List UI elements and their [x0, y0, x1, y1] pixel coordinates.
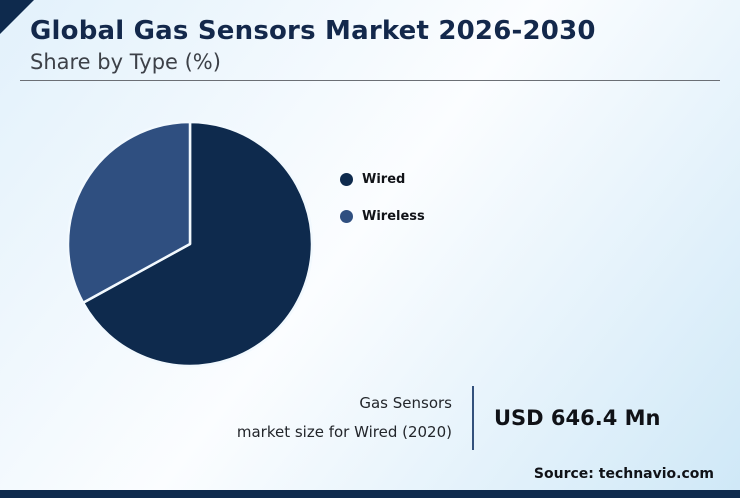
pie-slice-wireless	[66, 120, 192, 305]
legend-swatch	[340, 210, 353, 223]
stat-value: USD 646.4 Mn	[494, 406, 661, 430]
corner-accent	[0, 0, 34, 34]
legend-swatch	[340, 173, 353, 186]
pie-slice-wired	[81, 120, 314, 368]
legend-label: Wireless	[362, 209, 425, 224]
market-size-stat: Gas Sensors market size for Wired (2020)…	[130, 386, 690, 450]
source-attribution: Source: technavio.com	[533, 466, 714, 482]
header: Global Gas Sensors Market 2026-2030 Shar…	[30, 16, 720, 74]
stat-divider	[472, 386, 474, 450]
legend-item-wired: Wired	[340, 172, 425, 187]
stat-caption-line2: market size for Wired (2020)	[236, 423, 452, 441]
pie-chart	[58, 112, 322, 376]
pie-chart-svg	[66, 120, 314, 368]
page-subtitle: Share by Type (%)	[30, 50, 221, 74]
chart-legend: Wired Wireless	[340, 172, 425, 246]
header-divider	[20, 80, 720, 81]
legend-item-wireless: Wireless	[340, 209, 425, 224]
stat-caption: Gas Sensors market size for Wired (2020)	[130, 389, 452, 448]
page-title: Global Gas Sensors Market 2026-2030	[30, 16, 596, 46]
stat-caption-line1: Gas Sensors	[359, 393, 452, 412]
bottom-accent-bar	[0, 490, 740, 498]
legend-label: Wired	[362, 172, 406, 187]
